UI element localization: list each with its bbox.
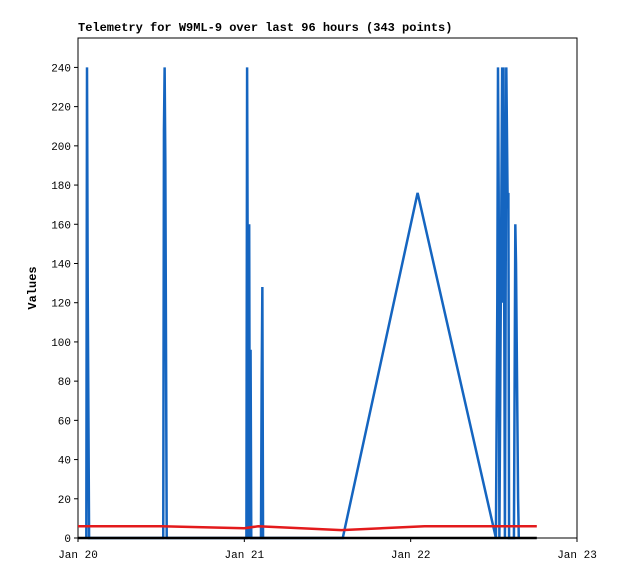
y-tick-label: 160 [51,220,71,232]
y-tick-label: 140 [51,259,71,271]
y-tick-label: 80 [58,377,71,389]
y-tick-label: 240 [51,63,71,75]
y-tick-label: 0 [64,534,71,546]
y-tick-label: 220 [51,103,71,115]
y-tick-label: 20 [58,495,71,507]
y-axis-label: Values [26,266,40,309]
y-tick-label: 180 [51,181,71,193]
x-tick-label: Jan 21 [225,550,265,562]
chart-title: Telemetry for W9ML-9 over last 96 hours … [78,21,452,35]
y-tick-label: 100 [51,338,71,350]
y-tick-label: 40 [58,456,71,468]
y-tick-label: 60 [58,416,71,428]
series-line [78,524,537,532]
x-tick-label: Jan 23 [557,550,597,562]
x-tick-label: Jan 22 [391,550,431,562]
series-line [85,67,521,540]
y-tick-label: 120 [51,299,71,311]
y-tick-label: 200 [51,142,71,154]
x-tick-label: Jan 20 [58,550,98,562]
